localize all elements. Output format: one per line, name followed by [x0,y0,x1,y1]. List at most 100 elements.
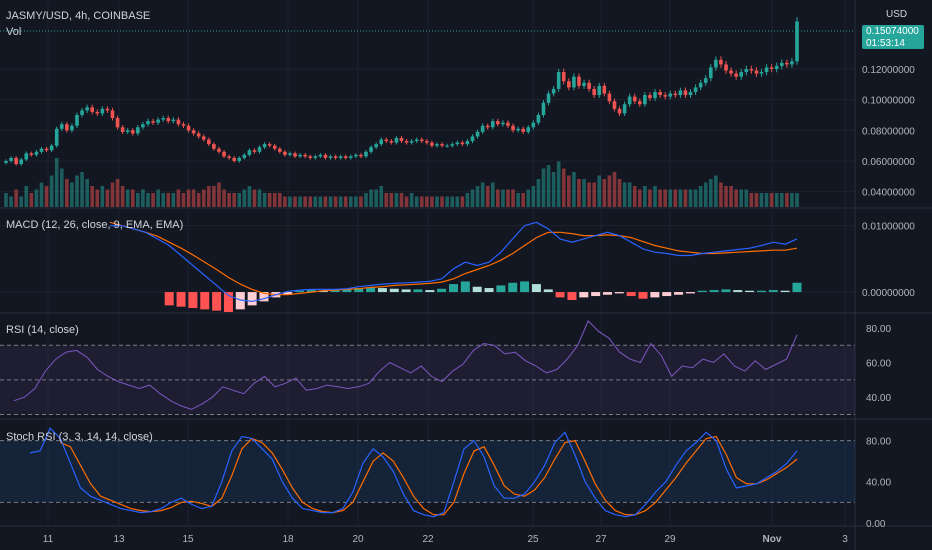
candle[interactable] [617,108,622,114]
candle[interactable] [419,139,424,142]
candle[interactable] [14,157,18,165]
candle[interactable] [217,148,221,152]
candle[interactable] [9,157,13,161]
candle[interactable] [65,124,69,131]
candle[interactable] [638,101,642,105]
candle[interactable] [790,61,794,65]
macd-title[interactable]: MACD (12, 26, close, 9, EMA, EMA) [6,219,184,231]
candle[interactable] [354,154,358,157]
candle[interactable] [531,122,536,128]
candle[interactable] [622,104,627,114]
candle[interactable] [445,145,449,147]
candle[interactable] [222,151,226,157]
macd-line[interactable] [110,221,798,303]
candle[interactable] [729,70,733,74]
candle[interactable] [85,107,89,111]
candle[interactable] [465,141,470,145]
candle[interactable] [506,122,510,126]
candle[interactable] [54,128,59,146]
candle[interactable] [95,111,100,114]
candle[interactable] [404,141,409,143]
candle[interactable] [643,95,647,105]
candle[interactable] [201,136,206,140]
candle[interactable] [653,92,657,99]
candle[interactable] [774,65,779,69]
candle[interactable] [125,130,130,132]
candle[interactable] [343,156,348,158]
symbol-title[interactable]: JASMY/USD, 4h, COINBASE [6,10,151,22]
candle[interactable] [262,144,267,148]
candle[interactable] [333,156,338,158]
candle[interactable] [561,72,566,82]
candle[interactable] [161,118,165,120]
candle[interactable] [278,148,282,152]
candle[interactable] [602,85,607,94]
candle[interactable] [734,73,738,77]
candle[interactable] [141,124,145,128]
candle[interactable] [252,150,257,152]
candle[interactable] [247,150,252,155]
candle[interactable] [4,161,8,163]
candle[interactable] [303,154,307,157]
candle[interactable] [511,125,515,131]
candle[interactable] [769,67,774,69]
candle[interactable] [764,67,769,73]
candle[interactable] [59,124,64,129]
candle[interactable] [242,154,247,158]
candle[interactable] [612,101,617,109]
candle[interactable] [785,62,789,65]
candle[interactable] [156,119,160,123]
candle[interactable] [44,148,49,151]
candle[interactable] [212,144,216,149]
candle[interactable] [714,59,718,68]
signal-line[interactable] [109,221,798,296]
stoch-d-line[interactable] [60,435,798,516]
candle[interactable] [607,93,612,102]
candle[interactable] [39,148,44,152]
currency-label[interactable]: USD [886,9,908,20]
candle[interactable] [678,90,683,96]
candle[interactable] [526,127,531,132]
candle[interactable] [430,142,434,146]
candle[interactable] [105,108,110,111]
candle[interactable] [75,115,79,126]
candle[interactable] [490,121,495,128]
candle[interactable] [546,93,551,103]
candle[interactable] [399,138,404,142]
candle[interactable] [516,128,520,131]
candle[interactable] [70,125,74,131]
candle[interactable] [567,81,571,88]
candle[interactable] [384,139,389,142]
candle[interactable] [49,145,54,151]
candle[interactable] [318,154,323,157]
candle[interactable] [293,153,297,157]
candle[interactable] [587,82,591,89]
rsi-line[interactable] [13,320,798,410]
candle[interactable] [34,151,39,155]
candle[interactable] [288,153,292,155]
candle[interactable] [480,125,485,132]
candle[interactable] [186,125,191,131]
candle[interactable] [455,142,460,145]
candle[interactable] [663,95,667,97]
candle[interactable] [19,159,24,165]
candle[interactable] [207,139,211,145]
candle[interactable] [374,144,378,148]
candle[interactable] [237,157,242,161]
candle[interactable] [693,87,698,92]
candle[interactable] [166,118,171,122]
candle[interactable] [597,85,602,96]
candle[interactable] [348,156,353,158]
candle[interactable] [338,156,343,158]
candle[interactable] [313,156,318,158]
candle[interactable] [475,131,480,137]
stoch-rsi-title[interactable]: Stoch RSI (3, 3, 14, 14, close) [6,431,153,443]
candle[interactable] [283,151,287,155]
candle[interactable] [130,130,135,134]
candle[interactable] [683,90,688,96]
candle[interactable] [409,141,414,143]
candle[interactable] [394,138,399,143]
candle[interactable] [724,64,728,71]
candle[interactable] [359,154,363,157]
candle[interactable] [120,127,125,132]
